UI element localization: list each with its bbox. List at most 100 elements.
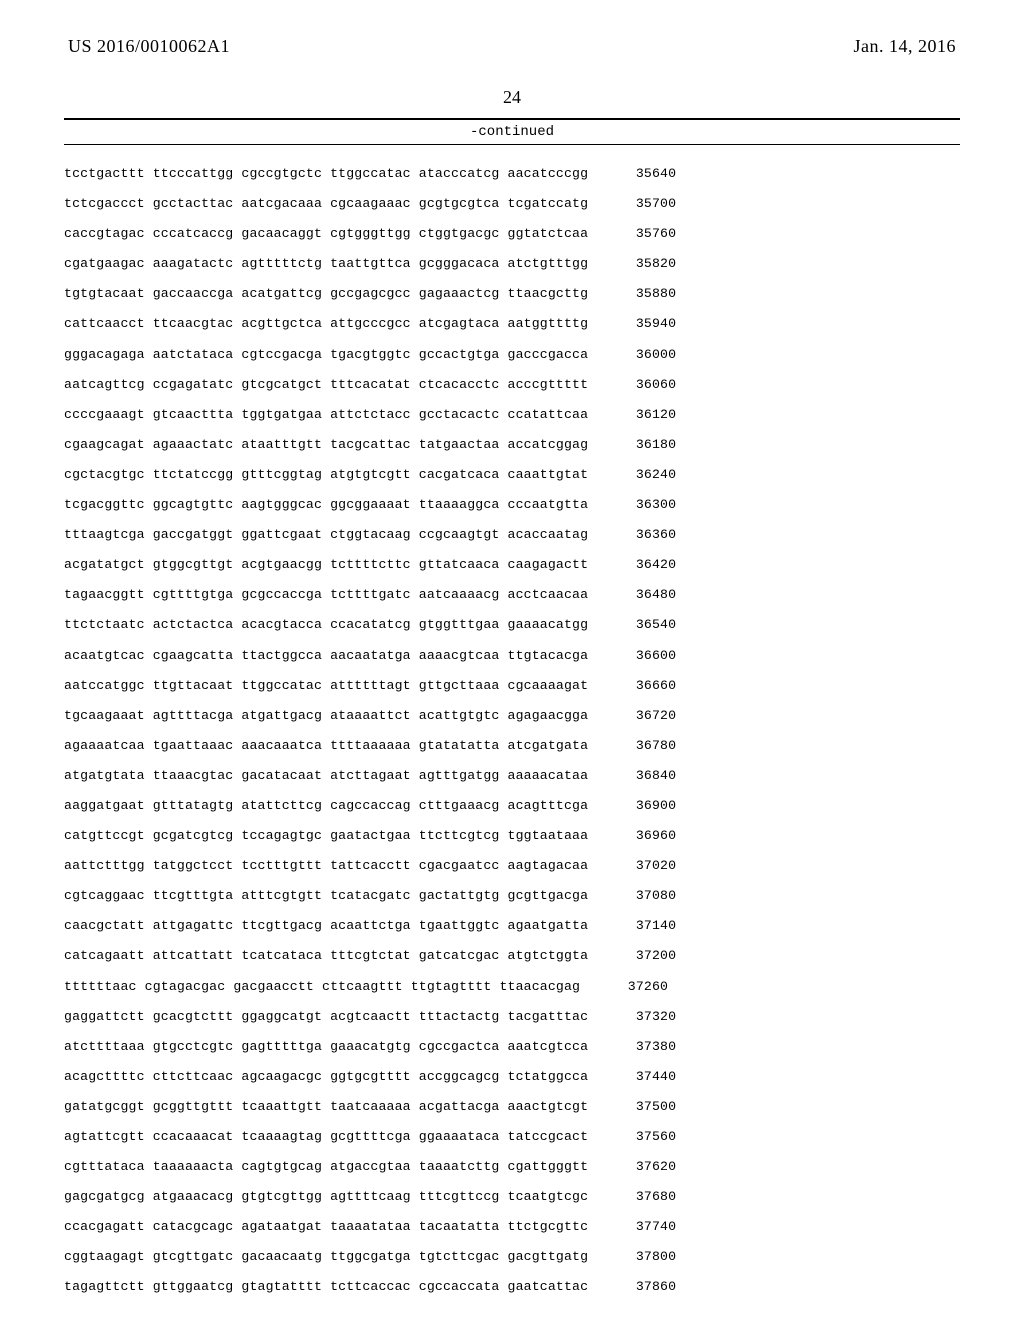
sequence-position: 37620 [606, 1152, 676, 1182]
sequence-position: 36960 [606, 821, 676, 851]
sequence-blocks: cggtaagagt gtcgttgatc gacaacaatg ttggcga… [64, 1249, 588, 1264]
sequence-blocks: ccacgagatt catacgcagc agataatgat taaaata… [64, 1219, 588, 1234]
sequence-row: aatcagttcg ccgagatatc gtcgcatgct tttcaca… [64, 370, 960, 400]
sequence-position: 37260 [598, 972, 668, 1002]
rule-thin [64, 144, 960, 145]
sequence-blocks: cgaagcagat agaaactatc ataatttgtt tacgcat… [64, 437, 588, 452]
sequence-position: 36120 [606, 400, 676, 430]
sequence-position: 35760 [606, 219, 676, 249]
publication-number: US 2016/0010062A1 [68, 36, 230, 57]
sequence-blocks: cattcaacct ttcaacgtac acgttgctca attgccc… [64, 316, 588, 331]
sequence-position: 37320 [606, 1002, 676, 1032]
sequence-blocks: atcttttaaa gtgcctcgtc gagtttttga gaaacat… [64, 1039, 588, 1054]
sequence-blocks: catcagaatt attcattatt tcatcataca tttcgtc… [64, 948, 588, 963]
continued-label: -continued [64, 124, 960, 140]
sequence-blocks: cgctacgtgc ttctatccgg gtttcggtag atgtgtc… [64, 467, 588, 482]
sequence-row: ccacgagatt catacgcagc agataatgat taaaata… [64, 1212, 960, 1242]
sequence-blocks: gatatgcggt gcggttgttt tcaaattgtt taatcaa… [64, 1099, 588, 1114]
sequence-row: catgttccgt gcgatcgtcg tccagagtgc gaatact… [64, 821, 960, 851]
sequence-position: 35640 [606, 159, 676, 189]
sequence-row: cgtcaggaac ttcgtttgta atttcgtgtt tcatacg… [64, 881, 960, 911]
sequence-blocks: gggacagaga aatctataca cgtccgacga tgacgtg… [64, 347, 588, 362]
sequence-row: agtattcgtt ccacaaacat tcaaaagtag gcgtttt… [64, 1122, 960, 1152]
sequence-row: tgtgtacaat gaccaaccga acatgattcg gccgagc… [64, 279, 960, 309]
sequence-position: 35820 [606, 249, 676, 279]
sequence-row: agaaaatcaa tgaattaaac aaacaaatca ttttaaa… [64, 731, 960, 761]
sequence-row: tcctgacttt ttcccattgg cgccgtgctc ttggcca… [64, 159, 960, 189]
sequence-blocks: tgtgtacaat gaccaaccga acatgattcg gccgagc… [64, 286, 588, 301]
sequence-row: tctcgaccct gcctacttac aatcgacaaa cgcaaga… [64, 189, 960, 219]
sequence-row: catcagaatt attcattatt tcatcataca tttcgtc… [64, 941, 960, 971]
sequence-blocks: caccgtagac cccatcaccg gacaacaggt cgtgggt… [64, 226, 588, 241]
sequence-blocks: caacgctatt attgagattc ttcgttgacg acaattc… [64, 918, 588, 933]
sequence-row: aattctttgg tatggctcct tcctttgttt tattcac… [64, 851, 960, 881]
sequence-row: tttaagtcga gaccgatggt ggattcgaat ctggtac… [64, 520, 960, 550]
sequence-position: 37500 [606, 1092, 676, 1122]
sequence-row: cgctacgtgc ttctatccgg gtttcggtag atgtgtc… [64, 460, 960, 490]
sequence-blocks: aatccatggc ttgttacaat ttggccatac atttttt… [64, 678, 588, 693]
sequence-row: acgatatgct gtggcgttgt acgtgaacgg tcttttc… [64, 550, 960, 580]
sequence-position: 36000 [606, 340, 676, 370]
sequence-blocks: tctcgaccct gcctacttac aatcgacaaa cgcaaga… [64, 196, 588, 211]
sequence-row: tagaacggtt cgttttgtga gcgccaccga tcttttg… [64, 580, 960, 610]
page: US 2016/0010062A1 Jan. 14, 2016 24 -cont… [0, 0, 1024, 1320]
sequence-position: 37740 [606, 1212, 676, 1242]
sequence-blocks: acaatgtcac cgaagcatta ttactggcca aacaata… [64, 648, 588, 663]
sequence-position: 37680 [606, 1182, 676, 1212]
sequence-blocks: catgttccgt gcgatcgtcg tccagagtgc gaatact… [64, 828, 588, 843]
sequence-position: 36060 [606, 370, 676, 400]
sequence-blocks: cgtttataca taaaaaacta cagtgtgcag atgaccg… [64, 1159, 588, 1174]
sequence-row: tgcaagaaat agttttacga atgattgacg ataaaat… [64, 701, 960, 731]
sequence-position: 36660 [606, 671, 676, 701]
sequence-blocks: ccccgaaagt gtcaacttta tggtgatgaa attctct… [64, 407, 588, 422]
sequence-row: aatccatggc ttgttacaat ttggccatac atttttt… [64, 671, 960, 701]
sequence-blocks: tagaacggtt cgttttgtga gcgccaccga tcttttg… [64, 587, 588, 602]
sequence-row: cgatgaagac aaagatactc agtttttctg taattgt… [64, 249, 960, 279]
sequence-position: 36480 [606, 580, 676, 610]
sequence-row: gatatgcggt gcggttgttt tcaaattgtt taatcaa… [64, 1092, 960, 1122]
sequence-position: 36180 [606, 430, 676, 460]
sequence-position: 37200 [606, 941, 676, 971]
sequence-row: atgatgtata ttaaacgtac gacatacaat atcttag… [64, 761, 960, 791]
sequence-blocks: agaaaatcaa tgaattaaac aaacaaatca ttttaaa… [64, 738, 588, 753]
sequence-position: 35700 [606, 189, 676, 219]
sequence-blocks: cgatgaagac aaagatactc agtttttctg taattgt… [64, 256, 588, 271]
sequence-row: cgtttataca taaaaaacta cagtgtgcag atgaccg… [64, 1152, 960, 1182]
sequence-position: 36300 [606, 490, 676, 520]
sequence-position: 36420 [606, 550, 676, 580]
sequence-position: 35880 [606, 279, 676, 309]
sequence-position: 37140 [606, 911, 676, 941]
sequence-position: 37020 [606, 851, 676, 881]
sequence-row: cgaagcagat agaaactatc ataatttgtt tacgcat… [64, 430, 960, 460]
sequence-blocks: aaggatgaat gtttatagtg atattcttcg cagccac… [64, 798, 588, 813]
sequence-row: caccgtagac cccatcaccg gacaacaggt cgtgggt… [64, 219, 960, 249]
sequence-position: 37080 [606, 881, 676, 911]
sequence-blocks: acgatatgct gtggcgttgt acgtgaacgg tcttttc… [64, 557, 588, 572]
sequence-row: atcttttaaa gtgcctcgtc gagtttttga gaaacat… [64, 1032, 960, 1062]
sequence-row: tagagttctt gttggaatcg gtagtatttt tcttcac… [64, 1272, 960, 1302]
sequence-row: gagcgatgcg atgaaacacg gtgtcgttgg agttttc… [64, 1182, 960, 1212]
sequence-position: 37860 [606, 1272, 676, 1302]
sequence-row: acaatgtcac cgaagcatta ttactggcca aacaata… [64, 641, 960, 671]
sequence-blocks: tcgacggttc ggcagtgttc aagtgggcac ggcggaa… [64, 497, 588, 512]
sequence-row: aaggatgaat gtttatagtg atattcttcg cagccac… [64, 791, 960, 821]
sequence-blocks: atgatgtata ttaaacgtac gacatacaat atcttag… [64, 768, 588, 783]
sequence-position: 36720 [606, 701, 676, 731]
sequence-blocks: cgtcaggaac ttcgtttgta atttcgtgtt tcatacg… [64, 888, 588, 903]
sequence-blocks: aatcagttcg ccgagatatc gtcgcatgct tttcaca… [64, 377, 588, 392]
sequence-position: 37440 [606, 1062, 676, 1092]
sequence-position: 37800 [606, 1242, 676, 1272]
sequence-position: 36900 [606, 791, 676, 821]
sequence-blocks: tagagttctt gttggaatcg gtagtatttt tcttcac… [64, 1279, 588, 1294]
sequence-blocks: agtattcgtt ccacaaacat tcaaaagtag gcgtttt… [64, 1129, 588, 1144]
sequence-blocks: aattctttgg tatggctcct tcctttgttt tattcac… [64, 858, 588, 873]
sequence-position: 37380 [606, 1032, 676, 1062]
publication-date: Jan. 14, 2016 [854, 36, 957, 57]
sequence-blocks: tgcaagaaat agttttacga atgattgacg ataaaat… [64, 708, 588, 723]
sequence-blocks: acagcttttc cttcttcaac agcaagacgc ggtgcgt… [64, 1069, 588, 1084]
sequence-position: 36360 [606, 520, 676, 550]
sequence-row: caacgctatt attgagattc ttcgttgacg acaattc… [64, 911, 960, 941]
sequence-listing: tcctgacttt ttcccattgg cgccgtgctc ttggcca… [64, 159, 960, 1303]
sequence-row: ccccgaaagt gtcaacttta tggtgatgaa attctct… [64, 400, 960, 430]
sequence-blocks: tcctgacttt ttcccattgg cgccgtgctc ttggcca… [64, 166, 588, 181]
